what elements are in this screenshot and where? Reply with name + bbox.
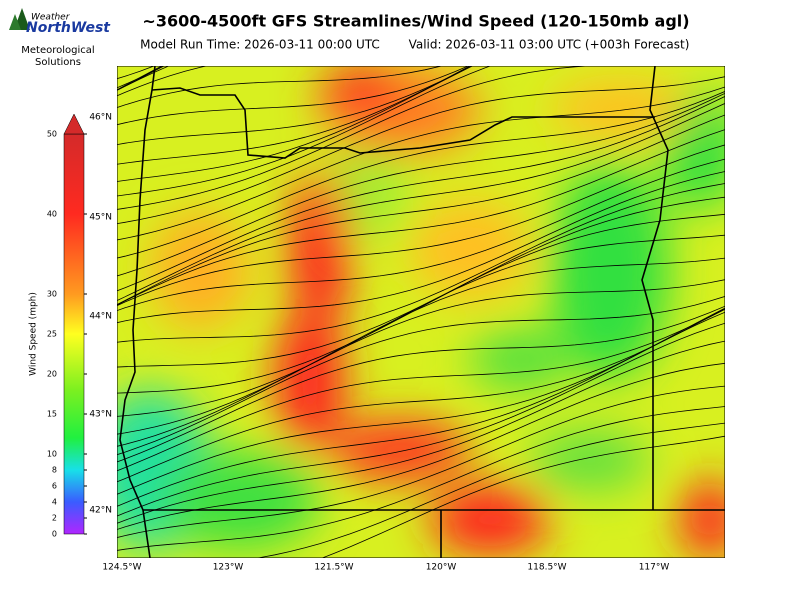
streamline bbox=[117, 279, 725, 447]
lat-label: 44°N bbox=[89, 312, 112, 322]
lon-label: 118.5°W bbox=[527, 563, 566, 573]
streamline bbox=[110, 0, 725, 63]
lat-label: 42°N bbox=[89, 506, 112, 516]
streamline bbox=[117, 305, 725, 463]
streamlines bbox=[110, 0, 725, 558]
streamline bbox=[117, 66, 492, 197]
colorbar-tick-label: 8 bbox=[52, 466, 57, 475]
lon-label: 124.5°W bbox=[102, 563, 141, 573]
lat-label: 43°N bbox=[89, 410, 112, 420]
streamline bbox=[117, 257, 725, 435]
lon-label: 121.5°W bbox=[314, 563, 353, 573]
wind-field bbox=[110, 0, 725, 558]
colorbar-tick-label: 4 bbox=[52, 498, 57, 507]
streamline bbox=[117, 66, 443, 108]
logo: Weather NorthWest Meteorological Solutio… bbox=[9, 8, 111, 68]
colorbar-tick-label: 25 bbox=[47, 330, 57, 339]
borders bbox=[119, 66, 725, 558]
colorbar-tick-label: 2 bbox=[52, 514, 57, 523]
streamline bbox=[117, 91, 725, 259]
streamline bbox=[117, 92, 725, 277]
streamline bbox=[117, 406, 725, 551]
logo-caption: Meteorological bbox=[21, 45, 94, 56]
streamline bbox=[117, 234, 725, 417]
streamline bbox=[117, 308, 725, 472]
streamline bbox=[117, 311, 725, 507]
streamline bbox=[117, 171, 725, 324]
streamline bbox=[117, 96, 725, 292]
streamline bbox=[254, 422, 725, 558]
streamline bbox=[117, 114, 725, 306]
lon-label: 120°W bbox=[426, 563, 457, 573]
colorbar-tick-label: 30 bbox=[47, 290, 57, 299]
streamline bbox=[117, 308, 725, 483]
streamline bbox=[117, 158, 725, 312]
lon-label: 123°W bbox=[213, 563, 244, 573]
logo-main: NorthWest bbox=[26, 20, 111, 36]
streamline bbox=[117, 66, 470, 126]
streamline bbox=[117, 362, 725, 530]
colorbar-tick-label: 40 bbox=[47, 210, 57, 219]
streamline bbox=[117, 66, 474, 182]
lon-labels: 124.5°W 123°W 121.5°W 120°W 118.5°W 117°W bbox=[102, 563, 669, 573]
colorbar-tick-label: 15 bbox=[47, 410, 57, 419]
streamline bbox=[117, 213, 725, 394]
streamline bbox=[117, 183, 725, 343]
streamline bbox=[117, 76, 725, 225]
streamline bbox=[117, 66, 592, 210]
streamline bbox=[117, 103, 725, 301]
colorbar-tick-label: 6 bbox=[52, 482, 57, 491]
streamline bbox=[117, 322, 725, 517]
lon-label: 117°W bbox=[639, 563, 670, 573]
streamline bbox=[117, 144, 725, 307]
streamline bbox=[117, 66, 471, 165]
streamline bbox=[117, 129, 725, 306]
colorbar-label: Wind Speed (mph) bbox=[29, 292, 39, 376]
lat-label: 45°N bbox=[89, 213, 112, 223]
logo-top: Weather bbox=[31, 13, 71, 23]
valid-time: Valid: 2026-03-11 03:00 UTC (+003h Forec… bbox=[409, 38, 690, 52]
logo-caption: Solutions bbox=[35, 57, 81, 68]
streamline bbox=[117, 340, 725, 524]
colorbar-tick-label: 0 bbox=[52, 530, 57, 539]
streamline bbox=[117, 66, 473, 146]
streamline bbox=[321, 435, 725, 558]
colorbar-tick-label: 10 bbox=[47, 450, 57, 459]
streamline bbox=[117, 296, 725, 456]
lat-label: 46°N bbox=[89, 113, 112, 123]
model-run: Model Run Time: 2026-03-11 00:00 UTC bbox=[140, 38, 380, 52]
streamline bbox=[117, 385, 725, 538]
colorbar-tick-label: 50 bbox=[47, 130, 57, 139]
colorbar: Wind Speed (mph) 0 2 4 6 8 10 15 20 25 30 40 50 bbox=[29, 113, 87, 539]
lat-labels: 46°N 45°N 44°N 43°N 42°N bbox=[89, 113, 112, 516]
colorbar-tick-label: 20 bbox=[47, 370, 57, 379]
title: ~3600-4500ft GFS Streamlines/Wind Speed … bbox=[142, 12, 689, 31]
streamline bbox=[117, 86, 725, 241]
